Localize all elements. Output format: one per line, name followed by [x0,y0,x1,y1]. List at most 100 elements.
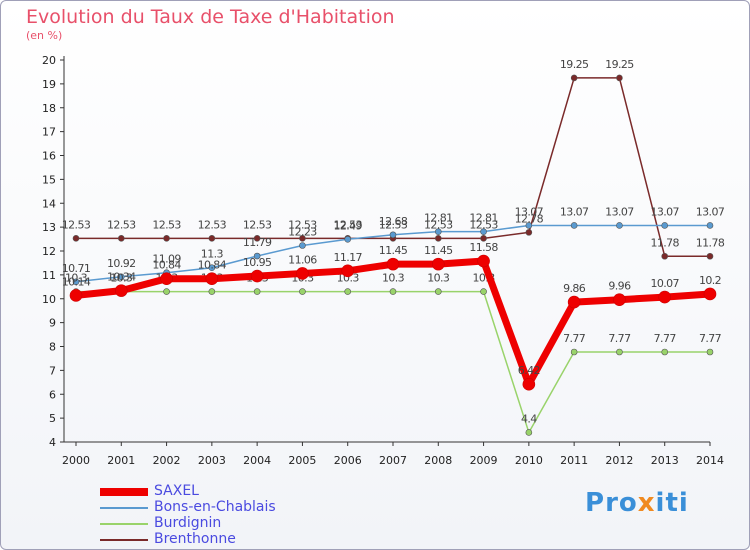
logo-letter: x [637,488,656,518]
data-label-brenthonne: 19.25 [605,58,634,71]
data-point-saxel [341,264,355,278]
data-point-brenthonne [117,235,125,242]
data-label-saxel: 9.86 [563,282,586,295]
data-label-brenthonne: 19.25 [560,58,589,71]
data-point-brenthonne [616,74,623,82]
legend-label-burdignin: Burdignin [154,515,222,531]
data-label-bons-en-chablais: 10.71 [62,262,91,275]
data-label-burdignin: 4.4 [521,412,537,425]
data-point-saxel [250,269,264,283]
data-point-bons-en-chablais [525,222,533,229]
y-tick-label: 12 [42,245,56,258]
data-point-brenthonne [480,235,487,242]
data-label-burdignin: 10.3 [382,272,405,285]
data-point-saxel [296,267,309,280]
data-point-saxel [69,289,83,302]
data-point-brenthonne [253,235,261,242]
data-point-saxel [114,284,128,297]
data-label-brenthonne: 12.53 [424,218,453,231]
data-label-saxel: 10.2 [699,274,721,287]
data-point-brenthonne [163,235,170,242]
y-tick-label: 7 [49,364,56,377]
data-point-bons-en-chablais [253,252,261,260]
x-tick-label: 2003 [198,454,226,467]
y-tick-label: 18 [42,102,56,115]
data-label-brenthonne: 12.53 [469,218,498,231]
data-label-bons-en-chablais: 12.81 [424,212,453,225]
data-point-brenthonne [299,235,306,242]
data-point-burdignin [480,288,487,295]
data-point-brenthonne [525,229,533,236]
data-label-brenthonne: 12.53 [62,218,91,231]
x-tick-label: 2005 [288,454,316,467]
data-label-bons-en-chablais: 13.07 [560,205,589,218]
data-point-burdignin [661,348,669,356]
data-label-saxel: 11.45 [379,244,408,257]
data-point-burdignin [208,288,216,295]
data-point-bons-en-chablais [434,228,442,235]
data-point-burdignin [525,429,533,436]
data-label-bons-en-chablais: 12.81 [469,212,498,225]
data-label-saxel: 10.14 [62,275,91,288]
x-tick-label: 2014 [696,454,724,467]
legend-swatch-burdignin [100,523,148,525]
data-point-bons-en-chablais [299,242,306,249]
data-point-bons-en-chablais [344,236,352,243]
legend-label-brenthonne: Brenthonne [154,531,236,547]
logo-letter: P [585,488,606,518]
data-label-brenthonne: 11.78 [696,236,725,249]
data-label-burdignin: 10.3 [65,272,88,285]
data-label-bons-en-chablais: 12.68 [379,215,408,228]
data-label-bons-en-chablais: 11.79 [243,236,272,249]
data-label-bons-en-chablais: 11.3 [201,248,224,261]
data-label-brenthonne: 12.53 [379,218,408,231]
data-point-saxel [658,290,672,304]
data-point-bons-en-chablais [208,264,216,272]
data-label-saxel: 11.06 [288,253,317,266]
data-point-bons-en-chablais [389,231,397,239]
data-label-brenthonne: 12.53 [198,218,227,231]
legend-swatch-saxel [100,488,148,496]
data-label-bons-en-chablais: 12.23 [288,226,317,239]
data-label-bons-en-chablais: 13.07 [696,205,725,218]
y-tick-label: 14 [42,197,56,210]
data-point-bons-en-chablais [616,222,623,229]
logo-letter: i [655,488,666,518]
y-tick-label: 19 [42,78,56,91]
legend-swatch-brenthonne [100,539,148,541]
data-point-bons-en-chablais [706,222,714,229]
legend-label-saxel: SAXEL [154,483,199,499]
data-point-burdignin [616,348,623,356]
data-point-brenthonne [706,252,714,260]
proxiti-logo: Proxiti [585,488,689,518]
y-tick-label: 9 [49,317,56,330]
data-label-saxel: 10.95 [243,256,272,269]
data-label-brenthonne: 12.53 [152,218,181,231]
data-point-burdignin [570,348,578,356]
data-point-bons-en-chablais [117,273,125,281]
data-label-brenthonne: 11.78 [650,236,679,249]
data-label-burdignin: 7.77 [608,332,631,345]
y-tick-label: 17 [42,126,56,139]
data-point-burdignin [344,288,352,295]
data-label-bons-en-chablais: 12.49 [333,219,362,232]
data-point-brenthonne [434,235,442,242]
data-label-saxel: 11.58 [469,241,498,254]
data-point-burdignin [253,288,261,295]
data-label-burdignin: 10.3 [427,272,450,285]
x-tick-label: 2001 [107,454,135,467]
y-tick-label: 10 [42,293,56,306]
data-point-burdignin [389,288,397,295]
data-point-bons-en-chablais [661,222,669,229]
logo-letter: o [618,488,638,518]
series-line-burdignin [76,290,710,434]
y-tick-label: 5 [49,412,56,425]
y-tick-label: 6 [49,388,56,401]
data-point-saxel [522,377,536,391]
data-point-saxel [477,254,490,268]
data-label-brenthonne: 12.78 [515,212,544,225]
data-point-brenthonne [661,252,669,260]
y-tick-label: 11 [42,269,56,282]
y-tick-label: 8 [49,341,56,354]
